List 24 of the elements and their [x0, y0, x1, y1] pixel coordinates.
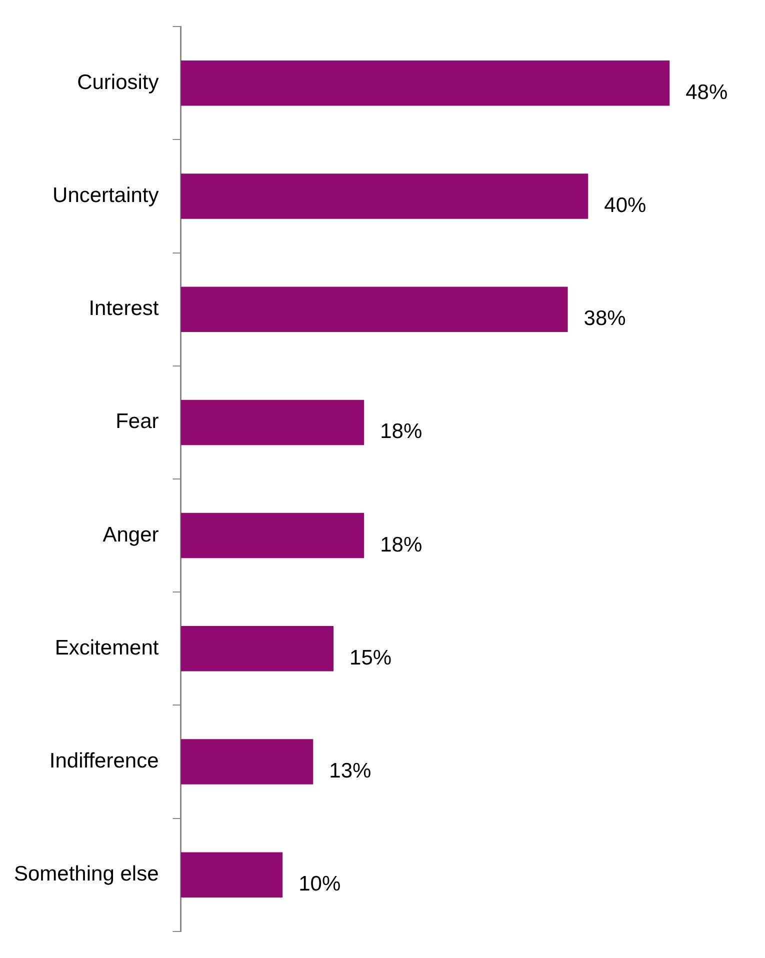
- bar: [180, 852, 283, 898]
- y-tick-label: Indifference: [49, 750, 159, 773]
- data-label: 18%: [380, 533, 422, 556]
- y-tick-label: Something else: [14, 862, 159, 886]
- y-tick-label: Anger: [102, 523, 159, 546]
- bar: [180, 400, 364, 446]
- y-tick-label: Uncertainty: [52, 184, 160, 208]
- y-tick-label: Fear: [116, 410, 159, 434]
- data-label: 40%: [604, 194, 646, 218]
- data-label: 13%: [329, 760, 372, 783]
- data-label: 18%: [380, 420, 422, 444]
- data-label: 15%: [350, 646, 392, 670]
- data-label: 48%: [686, 80, 728, 104]
- y-tick-label: Interest: [88, 297, 159, 320]
- bar: [180, 60, 670, 106]
- bar: [180, 512, 364, 558]
- bar: [180, 739, 314, 784]
- y-tick-label: Excitement: [54, 636, 159, 660]
- bar: [180, 626, 334, 672]
- data-label: 10%: [298, 872, 341, 896]
- y-tick-label: Curiosity: [77, 70, 160, 94]
- data-label: 38%: [584, 307, 626, 330]
- bar: [180, 174, 588, 219]
- bar: [180, 286, 568, 332]
